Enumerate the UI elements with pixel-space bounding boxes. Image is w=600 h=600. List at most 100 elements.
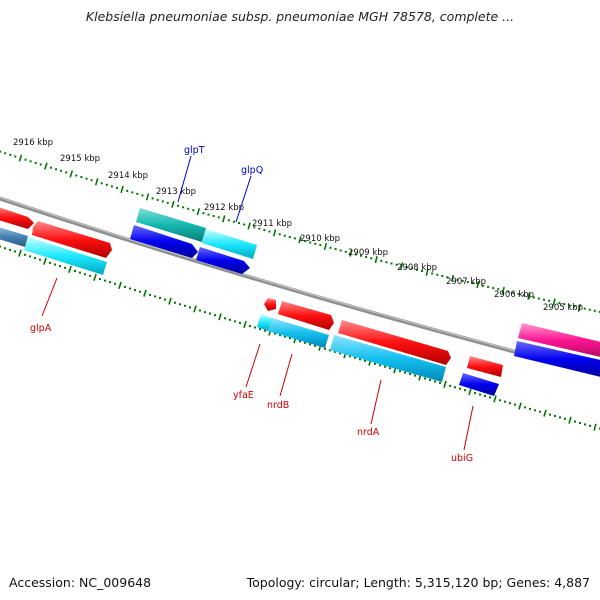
scale-dot xyxy=(304,240,307,243)
scale-dot xyxy=(464,389,466,392)
scale-tick xyxy=(168,297,172,305)
kbp-label: 2911 kbp xyxy=(252,219,292,229)
scale-dot xyxy=(243,223,246,226)
scale-dot xyxy=(504,400,506,403)
scale-dot xyxy=(390,262,393,265)
scale-dot xyxy=(105,183,108,186)
scale-dot xyxy=(207,213,210,216)
leader-glpT xyxy=(177,155,192,203)
scale-tick xyxy=(93,273,97,281)
gene-label-glpT[interactable]: glpT xyxy=(184,145,205,156)
scale-tick xyxy=(349,249,353,257)
scale-dot xyxy=(0,245,1,248)
scale-dot xyxy=(184,304,186,307)
blast-hit[interactable] xyxy=(0,226,28,247)
scale-dot xyxy=(264,329,266,332)
kbp-label: 2907 kbp xyxy=(446,277,486,287)
scale-dot xyxy=(507,290,510,293)
scale-dot xyxy=(139,290,141,293)
blast-hit[interactable] xyxy=(24,237,107,275)
scale-tick xyxy=(69,170,74,178)
scale-dot xyxy=(384,365,386,368)
scale-tick xyxy=(222,215,226,223)
scale-tick xyxy=(44,162,48,170)
scale-dot xyxy=(129,287,131,290)
gene-label-yfaE[interactable]: yfaE xyxy=(233,390,254,401)
scale-dot xyxy=(548,299,551,302)
kbp-label: 2909 kbp xyxy=(348,248,388,258)
scale-dot xyxy=(514,403,516,406)
scale-dot xyxy=(409,373,411,376)
scale-dot xyxy=(49,261,51,264)
scale-dot xyxy=(227,219,230,222)
cds-arrow[interactable] xyxy=(514,341,600,378)
blast-hit[interactable] xyxy=(257,314,272,331)
scale-dot xyxy=(39,258,41,261)
scale-dot xyxy=(151,197,154,200)
scale-dot xyxy=(199,309,201,312)
scale-dot xyxy=(114,282,116,285)
scale-dot xyxy=(573,305,576,308)
scale-tick xyxy=(243,320,247,329)
scale-dot xyxy=(359,358,361,361)
scale-dot xyxy=(429,379,431,381)
scale-dot xyxy=(136,192,139,195)
cds-arrow-yfaE[interactable] xyxy=(264,298,276,311)
cds-arrow-glpT[interactable] xyxy=(130,225,198,258)
blast-hit[interactable] xyxy=(136,208,206,242)
scale-dot xyxy=(370,257,373,260)
scale-dot xyxy=(104,279,106,282)
scale-tick xyxy=(468,388,472,396)
scale-dot xyxy=(499,399,501,402)
features xyxy=(0,206,600,396)
scale-dot xyxy=(497,288,500,291)
blast-hit[interactable] xyxy=(518,323,600,358)
scale-dot xyxy=(314,344,316,347)
scale-dot xyxy=(74,270,76,272)
scale-tick xyxy=(43,257,47,265)
scale-dot xyxy=(279,334,281,337)
scale-dot xyxy=(339,352,341,355)
gene-label-nrdB[interactable]: nrdB xyxy=(267,400,289,411)
scale-tick xyxy=(476,280,480,289)
scale-dot xyxy=(589,424,591,427)
blast-hit[interactable] xyxy=(330,335,446,382)
cds-arrow-ubiG[interactable] xyxy=(467,356,503,377)
scale-dot xyxy=(446,276,449,279)
scale-dot xyxy=(131,191,134,194)
scale-dot xyxy=(474,392,476,395)
scale-tick xyxy=(18,249,22,257)
kbp-label: 2910 kbp xyxy=(300,234,340,244)
cds-arrow[interactable] xyxy=(0,206,34,229)
leader-nrdB xyxy=(279,353,293,397)
leader-glpQ xyxy=(235,175,252,223)
scale-dot xyxy=(574,420,576,423)
scale-tick xyxy=(543,409,547,417)
scale-dot xyxy=(161,200,164,203)
scale-tick xyxy=(593,423,597,431)
cds-arrow[interactable] xyxy=(459,373,499,396)
gene-label-ubiG[interactable]: ubiG xyxy=(451,453,473,464)
gene-label-nrdA[interactable]: nrdA xyxy=(357,427,380,438)
scale-dot xyxy=(239,321,241,324)
cds-arrow-nrdA[interactable] xyxy=(338,320,451,365)
scale-dot xyxy=(354,356,356,359)
scale-dot xyxy=(339,249,342,252)
map-title: Klebsiella pneumoniae subsp. pneumoniae … xyxy=(85,9,515,24)
scale-dot xyxy=(379,364,381,367)
scale-dot xyxy=(288,236,291,238)
cds-arrow-glpA[interactable] xyxy=(32,221,112,258)
gene-label-glpQ[interactable]: glpQ xyxy=(241,165,263,176)
blast-hit[interactable] xyxy=(202,229,257,259)
gene-label-glpA[interactable]: glpA xyxy=(30,323,52,334)
scale-tick xyxy=(527,292,531,300)
cds-arrow-glpQ[interactable] xyxy=(196,247,250,274)
scale-dot xyxy=(439,381,441,384)
scale-dot xyxy=(182,206,185,209)
blast-hit[interactable] xyxy=(268,318,329,348)
scale-dot xyxy=(4,247,6,250)
cds-arrow-nrdB[interactable] xyxy=(278,301,334,330)
scale-dot xyxy=(349,355,351,358)
scale-dot xyxy=(399,370,401,373)
